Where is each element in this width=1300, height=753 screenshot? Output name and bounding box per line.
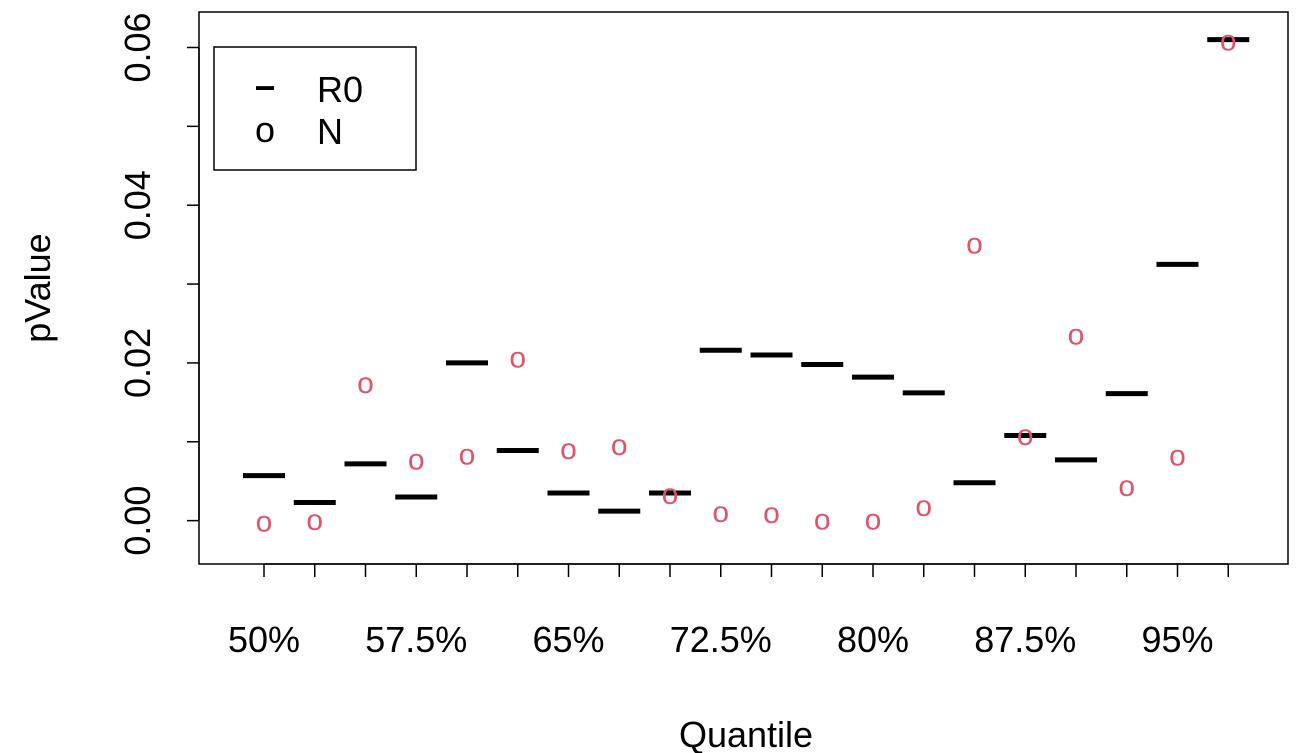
x-tick-label: 72.5% xyxy=(670,619,772,660)
n-point: o xyxy=(1118,470,1135,503)
n-point: o xyxy=(509,342,526,375)
legend-box xyxy=(213,46,417,171)
n-point: o xyxy=(865,503,882,536)
legend-label-n: N xyxy=(317,111,343,152)
legend-label-r0: R0 xyxy=(317,69,363,110)
legend: − R0 o N xyxy=(213,46,417,171)
n-point: o xyxy=(915,490,932,523)
n-point: o xyxy=(357,367,374,400)
y-tick-label: 0.00 xyxy=(117,486,158,556)
n-point: o xyxy=(1017,419,1034,452)
x-axis-title: Quantile xyxy=(679,714,813,753)
n-point: o xyxy=(1220,25,1237,58)
x-tick-label: 65% xyxy=(532,619,604,660)
n-point: o xyxy=(611,429,628,462)
x-axis: 50% 57.5% 65% 72.5% 80% 87.5% 95% xyxy=(228,563,1229,660)
x-tick-label: 95% xyxy=(1141,619,1213,660)
n-point: o xyxy=(1169,439,1186,472)
n-point: o xyxy=(306,504,323,537)
n-point: o xyxy=(1068,319,1085,352)
n-point: o xyxy=(560,433,577,466)
y-tick-label: 0.02 xyxy=(117,328,158,398)
x-tick-label: 80% xyxy=(837,619,909,660)
n-point: o xyxy=(814,503,831,536)
n-point: o xyxy=(966,227,983,260)
legend-symbol-r0: − xyxy=(254,67,275,108)
y-axis-title: pValue xyxy=(17,233,58,342)
y-tick-label: 0.06 xyxy=(117,12,158,82)
n-point: o xyxy=(459,439,476,472)
x-tick-label: 87.5% xyxy=(974,619,1076,660)
y-axis: 0.00 0.02 0.04 0.06 xyxy=(117,12,200,556)
n-point: o xyxy=(662,478,679,511)
legend-symbol-n: o xyxy=(255,109,275,150)
x-tick-label: 50% xyxy=(228,619,300,660)
n-point: o xyxy=(763,497,780,530)
n-point: o xyxy=(256,506,273,539)
n-point: o xyxy=(408,443,425,476)
x-tick-label: 57.5% xyxy=(365,619,467,660)
y-tick-label: 0.04 xyxy=(117,170,158,240)
n-point: o xyxy=(712,496,729,529)
